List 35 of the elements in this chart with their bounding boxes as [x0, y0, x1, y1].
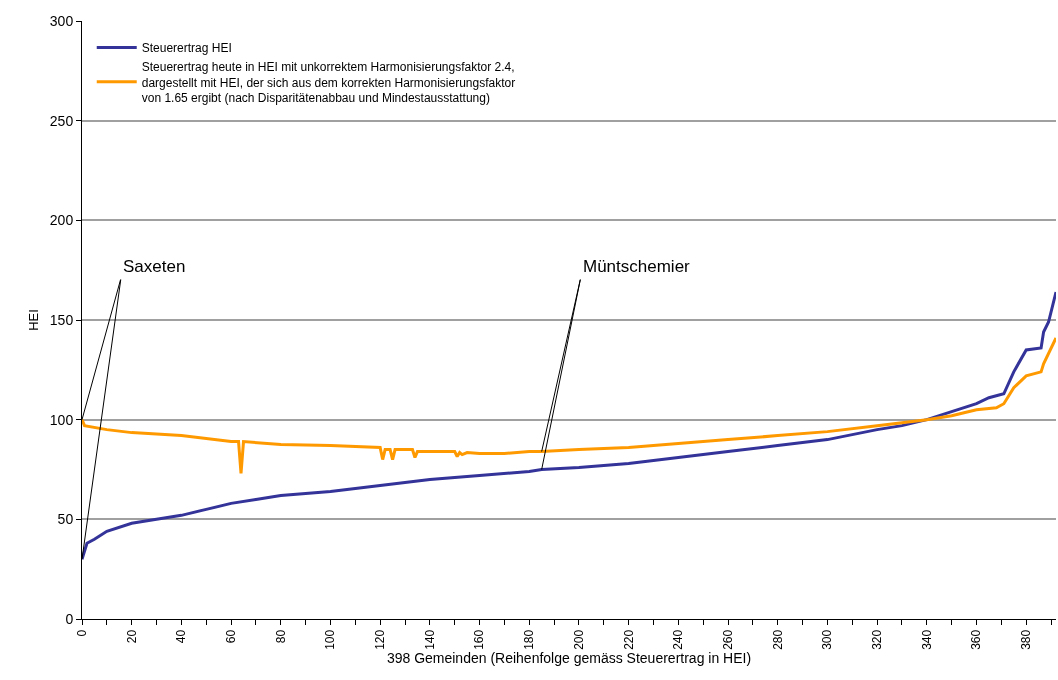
x-tick-label: 320	[870, 629, 884, 650]
line-series	[82, 336, 1056, 475]
x-tick-label: 100	[323, 629, 338, 650]
x-tick-label: 200	[571, 629, 586, 650]
x-tick-label: 340	[919, 629, 934, 650]
y-tick-label: 100	[49, 411, 74, 428]
y-tick-label: 300	[49, 12, 74, 29]
y-axis-title: HEI	[25, 309, 41, 331]
x-tick-label: 20	[124, 629, 139, 644]
x-tick-label: 80	[273, 629, 288, 644]
x-tick-label: 60	[223, 629, 238, 644]
x-tick-label: 140	[422, 629, 437, 650]
x-tick-label: 220	[621, 629, 636, 650]
x-tick-label: 240	[671, 629, 686, 650]
x-tick-label: 360	[969, 629, 984, 650]
x-tick-label: 260	[720, 629, 735, 650]
line-series	[82, 290, 1056, 561]
x-axis-title: 398 Gemeinden (Reihenfolge gemäss Steuerertrag in HEI)	[386, 650, 752, 667]
y-tick-label: 0	[65, 610, 74, 627]
x-tick-label: 40	[174, 629, 189, 644]
x-tick-label: 180	[522, 629, 537, 650]
legend-label: Steuerertrag HEI	[141, 41, 232, 56]
x-tick-label: 0	[74, 629, 89, 637]
x-tick-label: 280	[770, 629, 785, 650]
y-tick-label: 200	[49, 212, 74, 229]
x-tick-label: 160	[472, 629, 487, 650]
y-tick-label: 250	[49, 112, 74, 129]
x-tick-label: 300	[820, 629, 835, 650]
annotation: Müntschemier	[583, 257, 691, 276]
y-tick-label: 150	[49, 311, 74, 328]
legend-label: Steuerertrag heute in HEI mit unkorrektem Harmonisierungsfaktor 2.4, dargestellt mit HEI, der sich aus dem korrekten Harmonisierungsfaktor von 1.65 ergibt (nach Disparitätenabbau und Mindestausstattung)	[141, 59, 516, 106]
y-tick-label: 50	[57, 511, 74, 528]
x-tick-label: 380	[1019, 629, 1034, 650]
x-tick-label: 120	[373, 629, 388, 650]
annotation: Saxeten	[123, 257, 186, 276]
